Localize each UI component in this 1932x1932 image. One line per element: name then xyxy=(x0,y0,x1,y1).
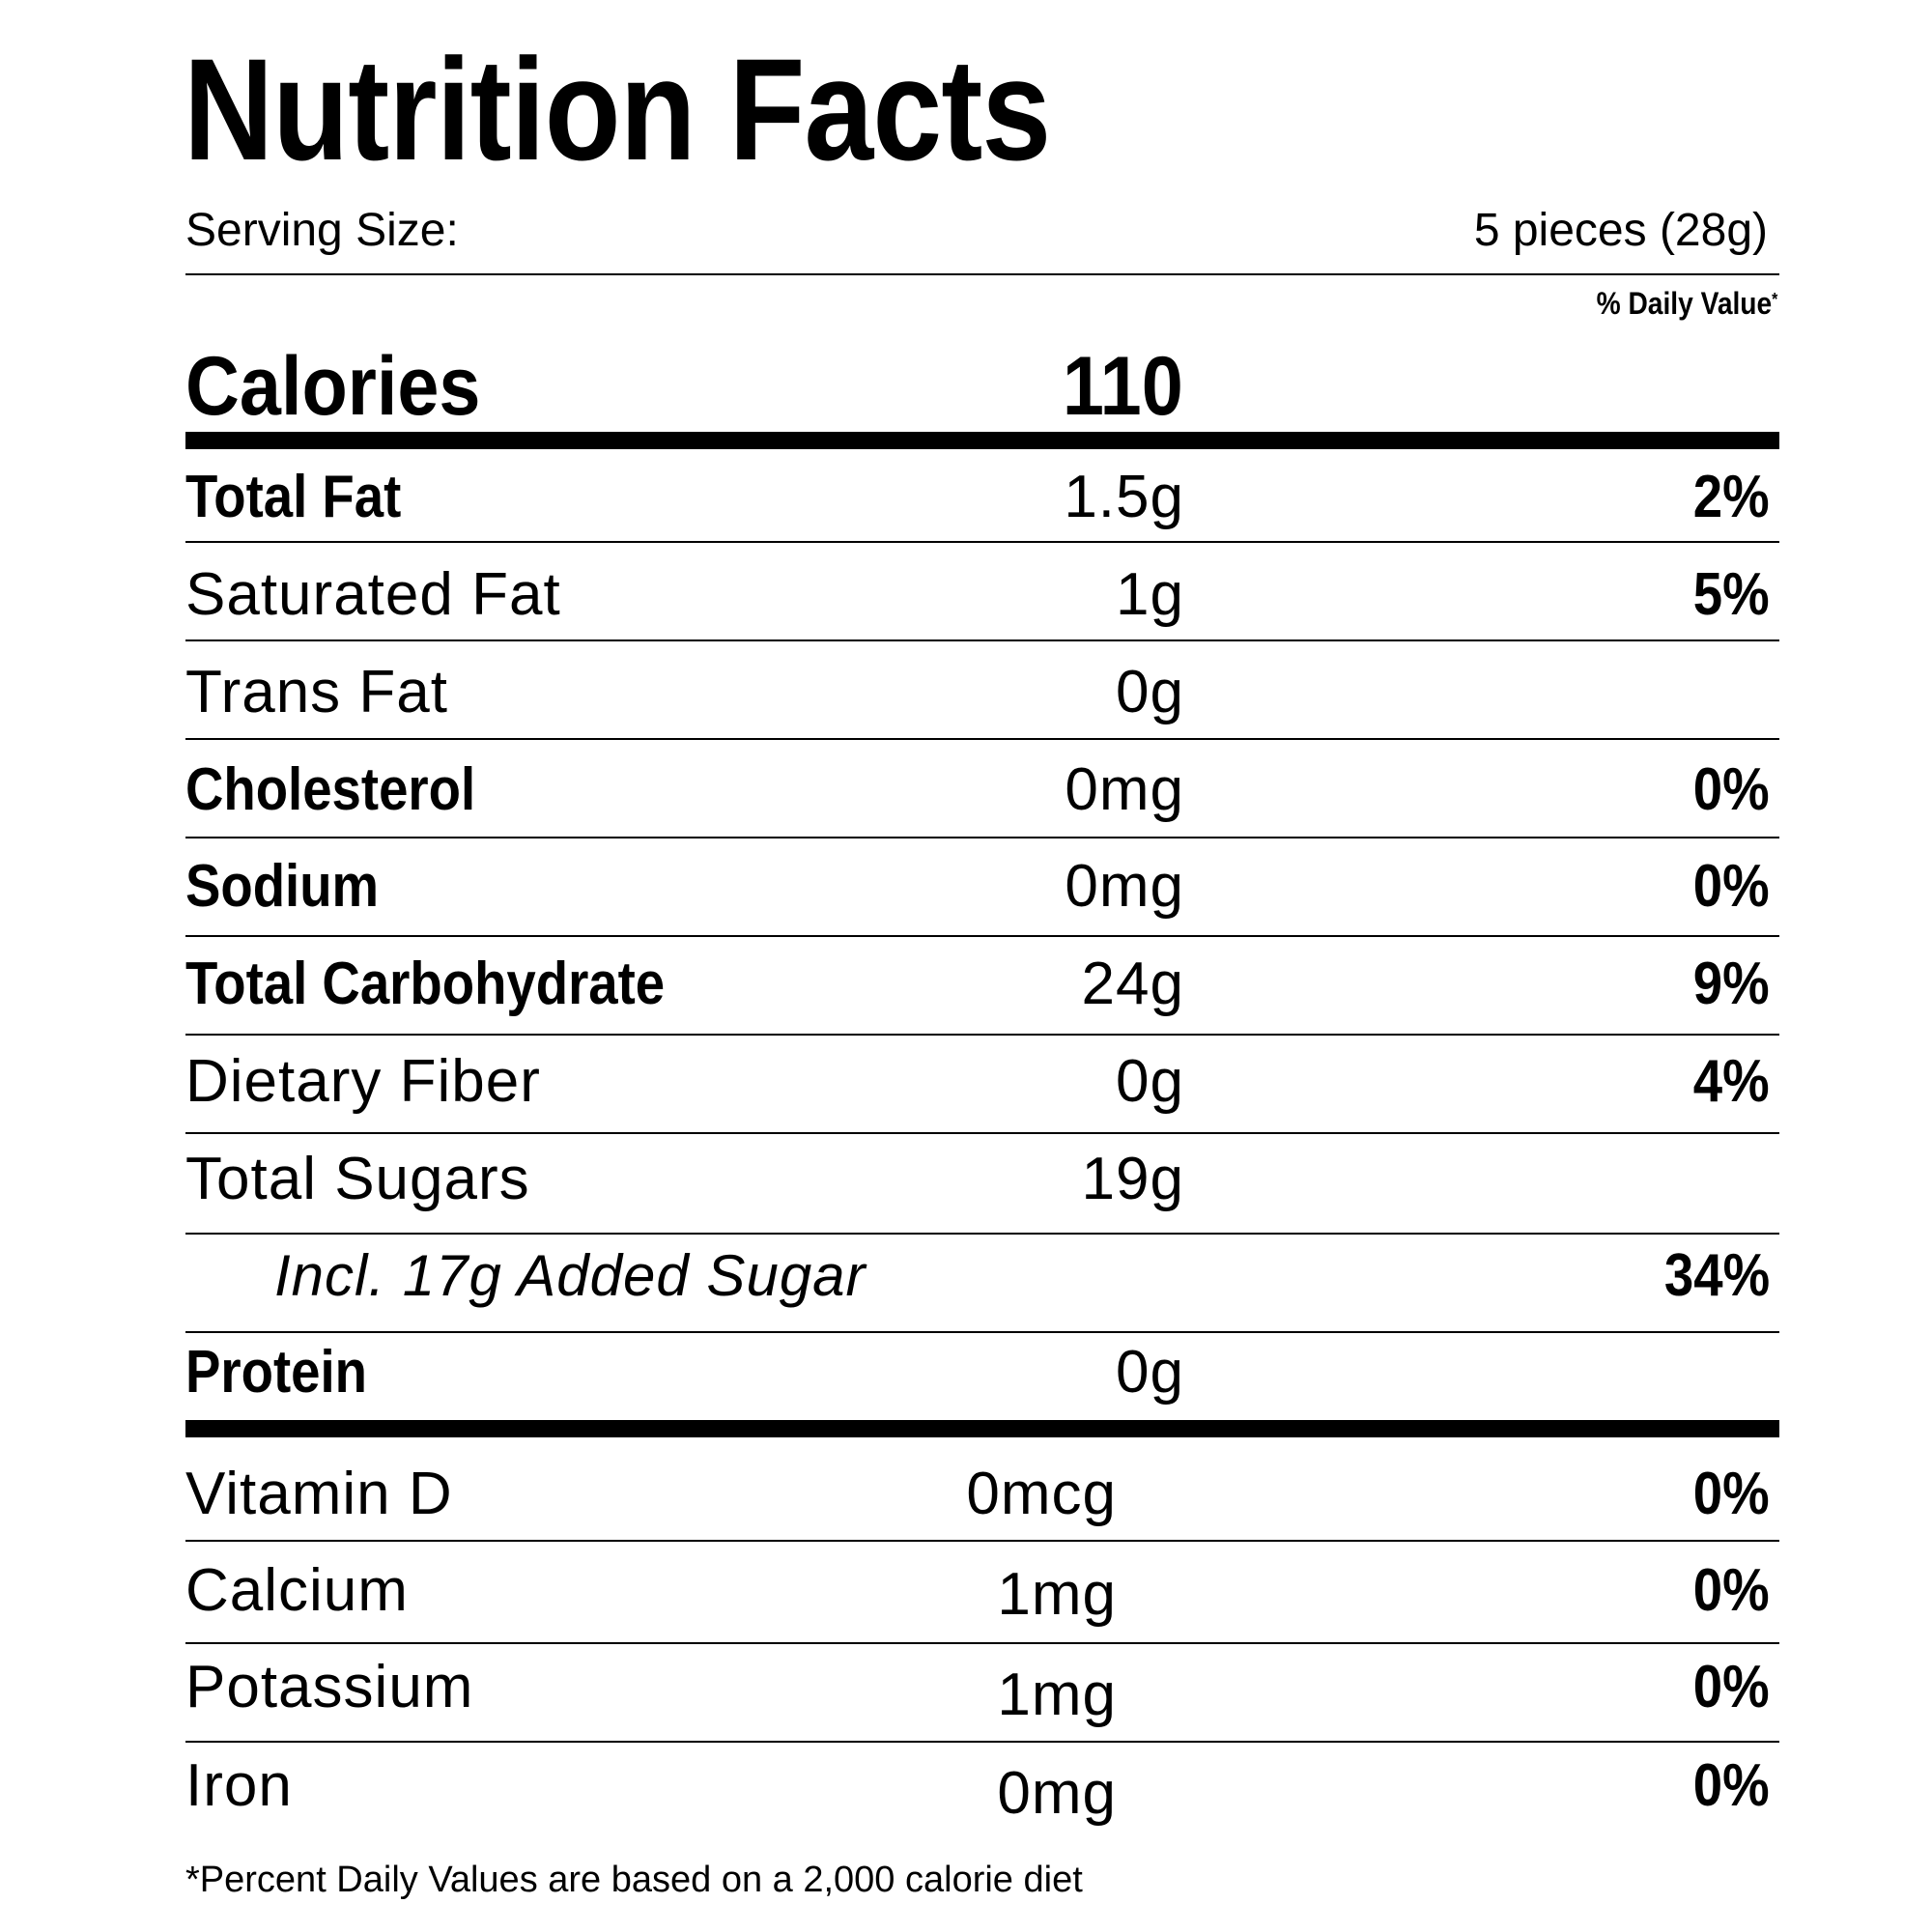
vitamin-amount: 0mg xyxy=(997,1760,1117,1827)
divider xyxy=(185,1540,1779,1542)
vitamin-amount: 0mcg xyxy=(966,1461,1117,1527)
vitamin-name: Iron xyxy=(185,1752,293,1819)
vitamin-amount: 1mg xyxy=(997,1662,1117,1728)
serving-size-value: 5 pieces (28g) xyxy=(1473,205,1768,256)
vitamin-daily-value: 0% xyxy=(1693,1654,1770,1720)
divider xyxy=(185,1233,1779,1235)
nutrient-daily-value: 2% xyxy=(1693,464,1770,530)
calories-label: Calories xyxy=(185,340,481,433)
nutrient-daily-value: 34% xyxy=(1663,1242,1770,1309)
divider xyxy=(185,639,1779,641)
nutrient-name: Sodium xyxy=(185,853,380,920)
nutrient-amount: 0g xyxy=(1116,659,1184,725)
nutrient-daily-value: 0% xyxy=(1693,756,1770,823)
vitamin-name: Vitamin D xyxy=(185,1461,453,1527)
divider xyxy=(185,1642,1779,1644)
vitamin-daily-value: 0% xyxy=(1693,1752,1770,1819)
daily-value-marker: * xyxy=(1771,290,1777,309)
vitamin-daily-value: 0% xyxy=(1693,1461,1770,1527)
nutrient-amount: 24g xyxy=(1081,951,1184,1017)
nutrient-daily-value: 5% xyxy=(1693,561,1770,628)
thick-divider xyxy=(185,1420,1779,1437)
nutrient-amount: 0g xyxy=(1116,1048,1184,1115)
vitamin-amount: 1mg xyxy=(997,1561,1117,1628)
divider xyxy=(185,837,1779,838)
label-title: Nutrition Facts xyxy=(184,28,1051,190)
divider xyxy=(185,1741,1779,1743)
nutrient-amount: 0mg xyxy=(1065,756,1184,823)
thick-divider xyxy=(185,432,1779,449)
nutrient-name: Incl. 17g Added Sugar xyxy=(274,1243,867,1308)
divider xyxy=(185,1331,1779,1333)
nutrient-name: Protein xyxy=(185,1339,367,1406)
nutrient-amount: 19g xyxy=(1081,1146,1184,1212)
nutrient-amount: 0mg xyxy=(1065,853,1184,920)
vitamin-daily-value: 0% xyxy=(1693,1557,1770,1624)
nutrient-name: Total Sugars xyxy=(185,1146,530,1212)
nutrient-amount: 1.5g xyxy=(1064,464,1184,530)
vitamin-name: Calcium xyxy=(185,1557,409,1624)
nutrient-name: Dietary Fiber xyxy=(185,1048,541,1115)
divider xyxy=(185,935,1779,937)
serving-size-label: Serving Size: xyxy=(185,205,459,256)
nutrient-daily-value: 4% xyxy=(1693,1048,1770,1115)
footnote: *Percent Daily Values are based on a 2,0… xyxy=(185,1860,1083,1900)
nutrient-name: Saturated Fat xyxy=(185,561,561,628)
divider xyxy=(185,541,1779,543)
divider xyxy=(185,738,1779,740)
daily-value-header: % Daily Value* xyxy=(1596,286,1777,321)
nutrient-name: Total Fat xyxy=(185,464,402,530)
vitamin-name: Potassium xyxy=(185,1654,474,1720)
nutrient-daily-value: 9% xyxy=(1693,951,1770,1017)
nutrient-amount: 1g xyxy=(1116,561,1184,628)
nutrient-name: Cholesterol xyxy=(185,756,476,823)
nutrient-daily-value: 0% xyxy=(1693,853,1770,920)
divider xyxy=(185,1034,1779,1036)
nutrient-amount: 0g xyxy=(1116,1339,1184,1406)
divider xyxy=(185,273,1779,275)
daily-value-header-text: % Daily Value xyxy=(1596,286,1772,321)
calories-value: 110 xyxy=(1063,340,1183,433)
nutrient-name: Total Carbohydrate xyxy=(185,951,666,1017)
nutrient-name: Trans Fat xyxy=(185,659,448,725)
divider xyxy=(185,1132,1779,1134)
